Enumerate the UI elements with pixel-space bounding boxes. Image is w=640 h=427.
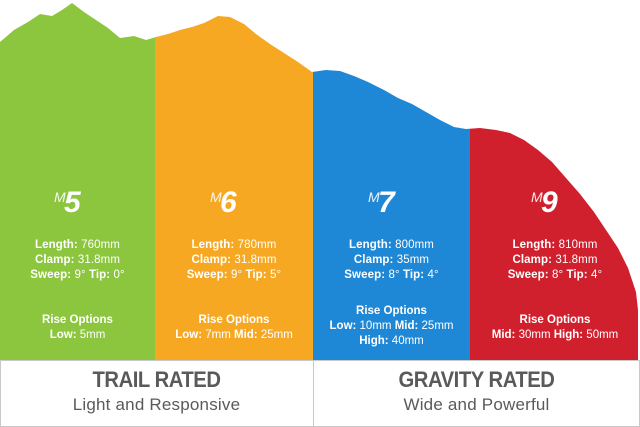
model-logo-m7: M 7 [313, 182, 470, 222]
m5-logo-icon: M 5 [54, 186, 82, 216]
trail-rated: TRAIL RATED Light and Responsive [0, 366, 313, 416]
rise-options-m6: Rise Options Low: 7mm Mid: 25mm [175, 314, 293, 341]
svg-text:9: 9 [541, 186, 558, 216]
model-logo-m5: M 5 [0, 182, 155, 222]
footer-divider [313, 360, 314, 427]
model-column-m7: M 7 Length: 800mm Clamp: 35mm Sweep: 8° … [313, 0, 470, 360]
model-logo-m6: M 6 [155, 182, 313, 222]
ratings-footer: TRAIL RATED Light and Responsive GRAVITY… [0, 360, 640, 427]
m6-panel [155, 3, 313, 360]
m9-logo-icon: M 9 [531, 186, 558, 216]
svg-text:M: M [54, 189, 66, 205]
specs-m6: Length: 780mm Clamp: 31.8mm Sweep: 9° Ti… [186, 239, 282, 281]
mountain-background [0, 3, 638, 360]
gravity-rated-title: GRAVITY RATED [398, 367, 555, 392]
gravity-rated: GRAVITY RATED Wide and Powerful [313, 366, 640, 416]
svg-text:M: M [368, 189, 380, 205]
svg-text:7: 7 [378, 186, 396, 216]
rise-options-m9: Rise Options Mid: 30mm High: 50mm [491, 314, 619, 341]
m5-panel [0, 3, 155, 360]
specs-m9: Length: 810mm Clamp: 31.8mm Sweep: 8° Ti… [507, 239, 603, 281]
model-column-m6: M 6 Length: 780mm Clamp: 31.8mm Sweep: 9… [155, 0, 313, 360]
svg-text:M: M [531, 189, 543, 205]
rise-options-m5: Rise Options Low: 5mm [42, 314, 113, 341]
specs-m5: Length: 760mm Clamp: 31.8mm Sweep: 9° Ti… [30, 239, 125, 281]
trail-rated-title: TRAIL RATED [92, 367, 221, 392]
gravity-rated-subtitle: Wide and Powerful [403, 395, 550, 414]
trail-rated-subtitle: Light and Responsive [72, 395, 241, 414]
m7-logo-icon: M 7 [368, 186, 396, 216]
m6-logo-icon: M 6 [210, 186, 237, 216]
model-logo-m9: M 9 [470, 182, 640, 222]
model-column-m9: M 9 Length: 810mm Clamp: 31.8mm Sweep: 8… [470, 0, 640, 360]
svg-text:5: 5 [64, 186, 82, 216]
svg-text:M: M [210, 189, 222, 205]
specs-m7: Length: 800mm Clamp: 35mm Sweep: 8° Tip:… [344, 239, 439, 281]
rise-options-m7: Rise Options Low: 10mm Mid: 25mm High: 4… [329, 305, 454, 347]
svg-text:6: 6 [220, 186, 237, 216]
model-column-m5: M 5 Length: 760mm Clamp: 31.8mm Sweep: 9… [0, 0, 155, 360]
